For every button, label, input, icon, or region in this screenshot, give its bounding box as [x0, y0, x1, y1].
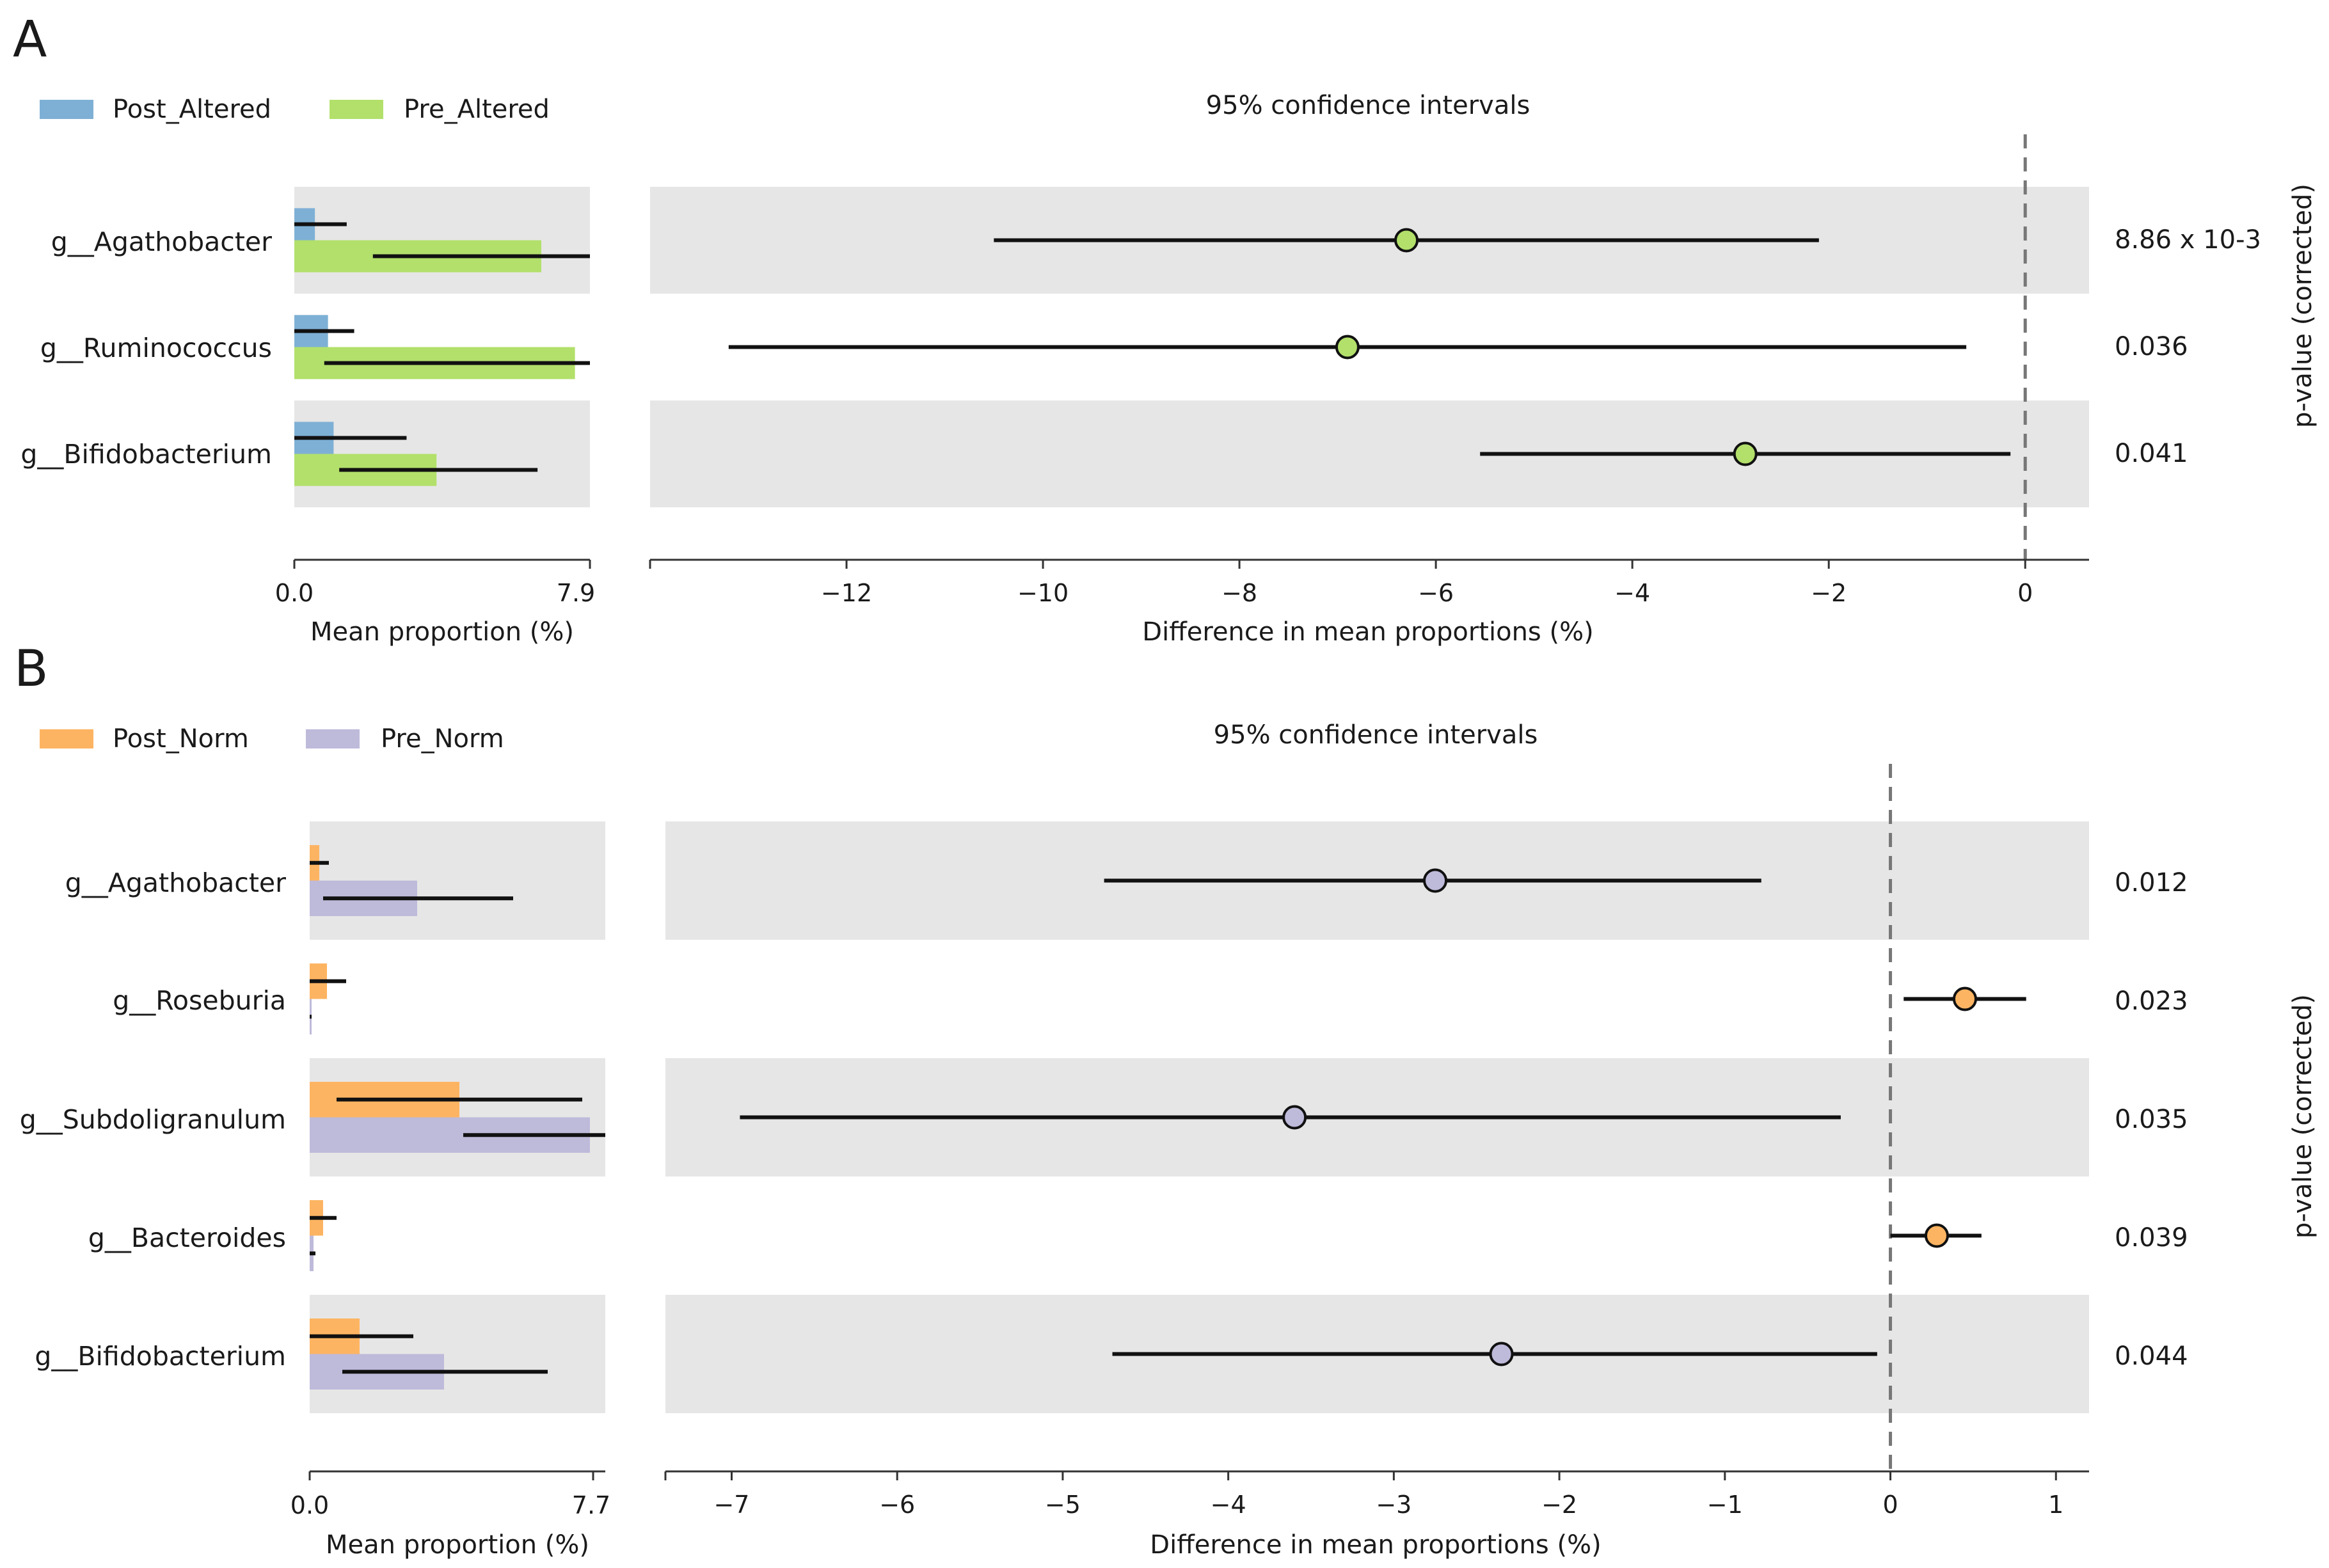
category-labels-a: g__Agathobacter g__Ruminococcus g__Bifid… — [20, 226, 272, 470]
difference-xlabel-a: Difference in mean proportions (%) — [1142, 617, 1593, 647]
tick-label: 0 — [2017, 579, 2033, 607]
p-value: 0.041 — [2115, 439, 2188, 468]
tick-label: −4 — [1614, 579, 1650, 607]
tick-label: −2 — [1541, 1491, 1577, 1519]
category-label: g__Ruminococcus — [40, 333, 272, 363]
row-backgrounds-b — [310, 821, 2089, 1413]
mean-proportion-xlabel-a: Mean proportion (%) — [310, 617, 574, 647]
category-label: g__Subdoligranulum — [20, 1104, 286, 1135]
panel-a: A Post_Altered Pre_Altered 95% confidenc… — [13, 11, 2317, 647]
difference-point — [1335, 335, 1360, 360]
difference-point — [1282, 1105, 1307, 1130]
legend-swatch-pre-altered — [330, 100, 383, 119]
category-label: g__Agathobacter — [65, 867, 286, 898]
legend-label-post-altered: Post_Altered — [113, 95, 271, 124]
legend-swatch-pre-norm — [306, 729, 360, 748]
p-value: 0.035 — [2115, 1105, 2188, 1134]
legend-label-pre-altered: Pre_Altered — [404, 95, 550, 124]
tick-label: −12 — [821, 579, 872, 607]
ci-title-a: 95% confidence intervals — [1206, 91, 1530, 120]
p-values-a: 8.86 x 10-3 0.036 0.041 — [2115, 225, 2261, 468]
tick-label: −10 — [1017, 579, 1069, 607]
tick-label: −4 — [1211, 1491, 1246, 1519]
mean-proportion-axis-a: 0.0 7.9 — [275, 558, 595, 607]
p-value: 0.044 — [2115, 1342, 2188, 1371]
difference-point — [1733, 441, 1758, 466]
tick-label: −1 — [1707, 1491, 1743, 1519]
difference-point — [1952, 986, 1977, 1011]
difference-point — [1423, 868, 1448, 893]
tick-label: −3 — [1376, 1491, 1411, 1519]
difference-xlabel-b: Difference in mean proportions (%) — [1150, 1530, 1601, 1560]
difference-axis-a: −12 −10 −8 −6 −4 −2 0 — [649, 558, 2089, 607]
panel-label-a: A — [13, 11, 47, 68]
category-label: g__Bifidobacterium — [20, 439, 272, 470]
p-value: 0.023 — [2115, 986, 2188, 1016]
mean-proportion-bars-a — [294, 208, 590, 486]
difference-axis-b: −7 −6 −5 −4 −3 −2 −1 0 1 — [664, 1470, 2089, 1519]
ci-title-b: 95% confidence intervals — [1214, 720, 1538, 750]
category-label: g__Bacteroides — [88, 1223, 286, 1253]
confidence-intervals-a — [728, 228, 2011, 466]
tick-label: −6 — [879, 1491, 915, 1519]
panel-label-b: B — [14, 640, 49, 698]
legend-label-pre-norm: Pre_Norm — [381, 724, 504, 754]
mean-proportion-bars-b — [310, 845, 605, 1390]
confidence-intervals-b — [740, 868, 2026, 1366]
tick-label: 7.7 — [572, 1491, 610, 1519]
legend-swatch-post-norm — [40, 729, 93, 748]
p-value: 0.012 — [2115, 868, 2188, 898]
pvalue-axis-label-b: p-value (corrected) — [2288, 994, 2317, 1239]
pvalue-axis-label-a: p-value (corrected) — [2288, 184, 2317, 428]
tick-label: −2 — [1811, 579, 1847, 607]
tick-label: 7.9 — [557, 579, 595, 607]
difference-point — [1924, 1223, 1949, 1248]
tick-label: −8 — [1221, 579, 1257, 607]
tick-label: −5 — [1045, 1491, 1081, 1519]
difference-point — [1489, 1342, 1514, 1366]
category-label: g__Agathobacter — [51, 226, 272, 257]
difference-point — [1394, 228, 1419, 253]
p-value: 0.036 — [2115, 332, 2188, 361]
legend-swatch-post-altered — [40, 100, 93, 119]
panel-b: B Post_Norm Pre_Norm 95% confidence inte… — [14, 640, 2317, 1560]
mean-proportion-axis-b: 0.0 7.7 — [290, 1470, 610, 1519]
legend-label-post-norm: Post_Norm — [113, 724, 249, 754]
p-value: 0.039 — [2115, 1223, 2188, 1253]
tick-label: −7 — [713, 1491, 749, 1519]
p-value: 8.86 x 10-3 — [2115, 225, 2261, 255]
tick-label: 0.0 — [275, 579, 314, 607]
p-values-b: 0.012 0.023 0.035 0.039 0.044 — [2115, 868, 2188, 1371]
category-labels-b: g__Agathobacter g__Roseburia g__Subdolig… — [20, 867, 286, 1372]
tick-label: 0.0 — [290, 1491, 329, 1519]
category-label: g__Roseburia — [113, 985, 286, 1016]
tick-label: 1 — [2048, 1491, 2063, 1519]
tick-label: −6 — [1418, 579, 1454, 607]
mean-proportion-xlabel-b: Mean proportion (%) — [326, 1530, 589, 1560]
category-label: g__Bifidobacterium — [35, 1341, 286, 1372]
tick-label: 0 — [1882, 1491, 1898, 1519]
